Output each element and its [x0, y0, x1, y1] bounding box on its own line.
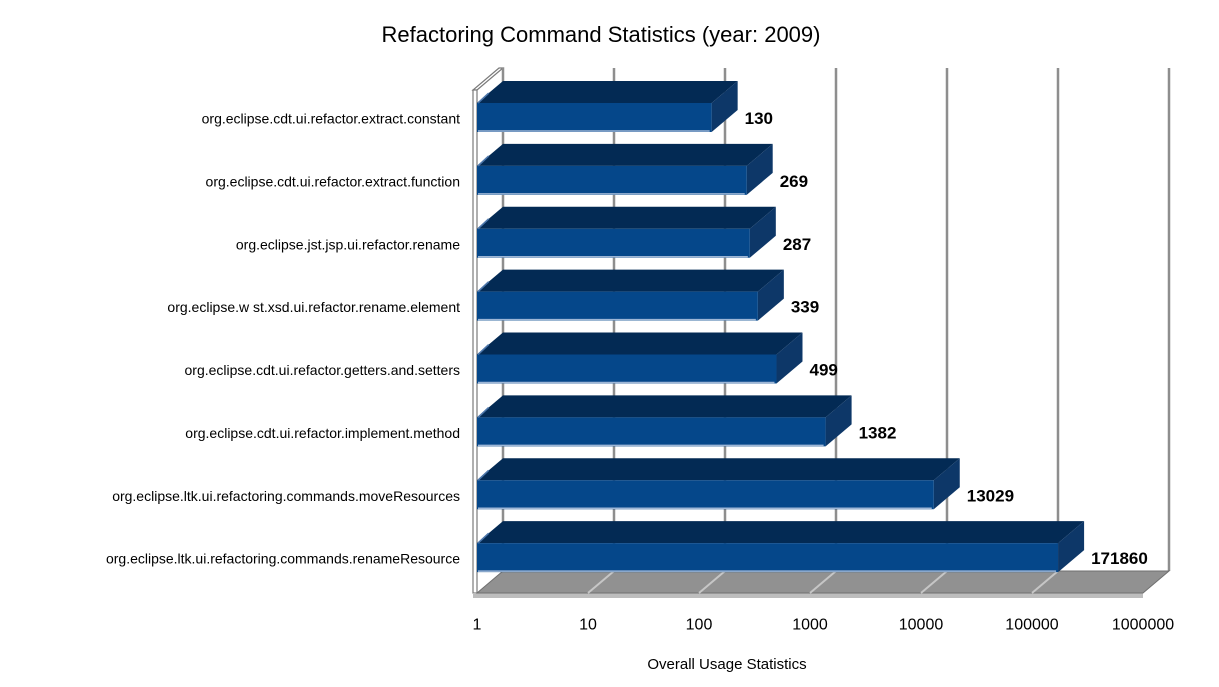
- bar-row-3: [477, 269, 784, 321]
- category-label: org.eclipse.jst.jsp.ui.refactor.rename: [236, 236, 460, 252]
- bar-left-bevel-highlight: [477, 469, 490, 481]
- floor-decade-line: [920, 570, 948, 594]
- bar-left-bevel-highlight: [477, 218, 490, 230]
- bar-left-bevel-highlight: [477, 532, 490, 544]
- bar-front-face: [477, 291, 758, 321]
- bar-front-face: [477, 543, 1059, 573]
- value-label: 13029: [967, 486, 1014, 505]
- bar-front-face: [477, 165, 747, 195]
- category-label: org.eclipse.cdt.ui.refactor.extract.cons…: [202, 111, 460, 127]
- x-axis-tick-labels: 1 10 100 1000 10000 100000 1000000: [473, 617, 1175, 634]
- bar-end-face: [933, 458, 960, 510]
- floor-decade-line: [698, 570, 726, 594]
- bar-end-face: [711, 81, 738, 132]
- bar-left-bevel-highlight: [477, 155, 490, 167]
- category-label: org.eclipse.cdt.ui.refactor.getters.and.…: [185, 362, 460, 378]
- value-label: 339: [791, 298, 819, 317]
- bar-left-bevel-highlight: [477, 281, 490, 293]
- category-labels: org.eclipse.cdt.ui.refactor.extract.cons…: [106, 111, 460, 567]
- x-tick-label: 1000: [792, 617, 828, 634]
- value-labels: 130 269 287 339 499 1382 13029 171860: [745, 109, 1148, 568]
- bar-top-face: [477, 81, 738, 103]
- bar-front-face: [477, 103, 712, 132]
- bar-row-1: [477, 143, 773, 195]
- floor-thickness-strip: [473, 593, 1143, 598]
- bar-row-2: [477, 206, 776, 258]
- value-label: 499: [809, 361, 837, 380]
- x-tick-label: 10: [579, 617, 597, 634]
- bar-row-5: [477, 395, 852, 447]
- bar-left-bevel-highlight: [477, 406, 490, 418]
- bar-end-face: [776, 332, 803, 384]
- bar-top-face: [477, 269, 784, 292]
- chart-title: Refactoring Command Statistics (year: 20…: [382, 22, 821, 47]
- bar-top-face: [477, 143, 773, 166]
- category-label: org.eclipse.w st.xsd.ui.refactor.rename.…: [167, 299, 460, 315]
- bar-row-4: [477, 332, 803, 384]
- bar-row-6: [477, 458, 960, 510]
- x-tick-label: 1000000: [1112, 617, 1174, 634]
- category-label: org.eclipse.ltk.ui.refactoring.commands.…: [106, 551, 460, 567]
- floor-decade-line: [587, 570, 615, 594]
- bar-top-face: [477, 206, 776, 229]
- category-label: org.eclipse.cdt.ui.refactor.extract.func…: [206, 173, 460, 189]
- chart-floor: [473, 570, 1171, 598]
- bar-front-face: [477, 417, 826, 447]
- category-label: org.eclipse.ltk.ui.refactoring.commands.…: [112, 488, 460, 504]
- x-tick-label: 100000: [1005, 617, 1058, 634]
- bar-top-face: [477, 458, 960, 481]
- bar-end-face: [757, 269, 784, 321]
- bar-end-face: [749, 206, 776, 258]
- category-label: org.eclipse.cdt.ui.refactor.implement.me…: [185, 425, 460, 441]
- bar-top-face: [477, 521, 1085, 544]
- left-wall: [471, 67, 505, 594]
- bar-end-face: [1058, 521, 1085, 573]
- value-label: 171860: [1091, 549, 1148, 568]
- value-label: 130: [745, 109, 773, 128]
- bar-front-face: [477, 354, 777, 384]
- bar-end-face: [825, 395, 852, 447]
- bar-end-face: [746, 143, 773, 195]
- bar-row-0: [477, 81, 738, 132]
- value-label: 287: [783, 235, 811, 254]
- bar-top-face: [477, 395, 852, 418]
- x-tick-label: 1: [473, 617, 482, 634]
- floor-decade-line: [809, 570, 837, 594]
- bar-left-bevel-highlight: [477, 92, 490, 104]
- x-tick-label: 10000: [899, 617, 944, 634]
- value-label: 269: [780, 172, 808, 191]
- floor-decade-line: [1031, 570, 1059, 594]
- bar-left-bevel-highlight: [477, 344, 490, 356]
- bars-group: [477, 81, 1085, 573]
- value-label: 1382: [859, 423, 897, 442]
- x-axis-title: Overall Usage Statistics: [647, 656, 806, 673]
- bar-front-face: [477, 480, 934, 510]
- x-tick-label: 100: [686, 617, 713, 634]
- bar-row-7: [477, 521, 1085, 573]
- bar-top-face: [477, 332, 803, 355]
- left-wall-front-face: [472, 89, 478, 594]
- bar-front-face: [477, 228, 750, 258]
